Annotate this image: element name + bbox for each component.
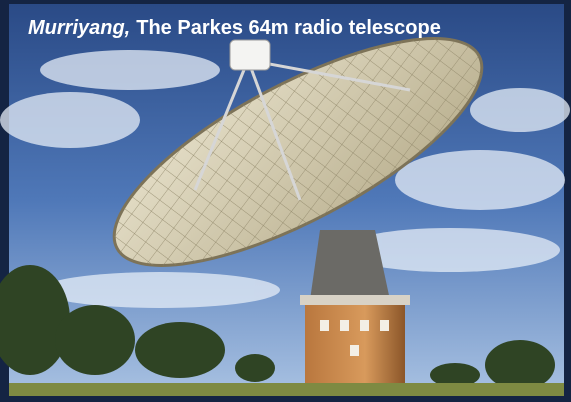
- ground: [9, 383, 564, 396]
- photo: [0, 0, 570, 396]
- caption-text: The Parkes 64m radio telescope: [136, 17, 441, 39]
- slide: Murriyang, The Parkes 64m radio telescope: [0, 0, 571, 402]
- caption: Murriyang, The Parkes 64m radio telescope: [28, 17, 441, 39]
- caption-italic: Murriyang,: [28, 17, 130, 39]
